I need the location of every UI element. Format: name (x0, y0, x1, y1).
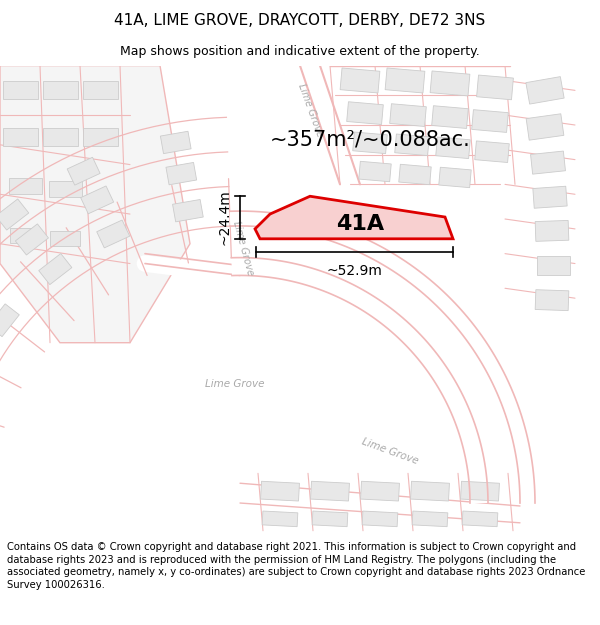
Polygon shape (472, 109, 508, 132)
Polygon shape (436, 137, 470, 159)
Polygon shape (476, 75, 514, 100)
Text: Lime Grove: Lime Grove (205, 379, 265, 389)
Polygon shape (347, 102, 383, 124)
Polygon shape (2, 81, 37, 99)
Polygon shape (0, 199, 29, 230)
Polygon shape (49, 181, 82, 198)
Text: 41A: 41A (336, 214, 384, 234)
Polygon shape (8, 179, 41, 194)
Polygon shape (80, 186, 113, 214)
Polygon shape (430, 71, 470, 96)
Polygon shape (260, 481, 299, 501)
Polygon shape (312, 511, 348, 527)
Polygon shape (431, 106, 469, 129)
Polygon shape (359, 161, 391, 182)
Polygon shape (389, 104, 427, 126)
Polygon shape (535, 221, 569, 241)
Text: Lime Grove: Lime Grove (231, 221, 255, 277)
Polygon shape (83, 81, 118, 99)
Polygon shape (362, 511, 398, 527)
Polygon shape (475, 141, 509, 162)
Polygon shape (2, 128, 37, 146)
Text: Contains OS data © Crown copyright and database right 2021. This information is : Contains OS data © Crown copyright and d… (7, 542, 586, 589)
Polygon shape (412, 511, 448, 527)
Polygon shape (0, 304, 19, 337)
Text: ~24.4m: ~24.4m (218, 189, 232, 246)
Text: 41A, LIME GROVE, DRAYCOTT, DERBY, DE72 3NS: 41A, LIME GROVE, DRAYCOTT, DERBY, DE72 3… (115, 13, 485, 28)
Polygon shape (43, 128, 77, 146)
Polygon shape (311, 481, 349, 501)
Text: Map shows position and indicative extent of the property.: Map shows position and indicative extent… (120, 44, 480, 58)
Polygon shape (526, 114, 564, 140)
Polygon shape (83, 128, 118, 146)
Polygon shape (255, 196, 453, 239)
Polygon shape (232, 258, 488, 503)
Polygon shape (410, 481, 449, 501)
Polygon shape (399, 164, 431, 185)
Polygon shape (533, 186, 567, 208)
Polygon shape (530, 151, 565, 174)
Polygon shape (43, 81, 77, 99)
Polygon shape (67, 158, 100, 185)
Polygon shape (0, 66, 190, 343)
Polygon shape (16, 224, 49, 255)
Polygon shape (536, 256, 569, 276)
Polygon shape (385, 68, 425, 93)
Polygon shape (462, 511, 498, 527)
Polygon shape (439, 168, 471, 187)
Polygon shape (353, 132, 387, 154)
Polygon shape (461, 481, 499, 501)
Text: ~52.9m: ~52.9m (326, 264, 382, 278)
Polygon shape (535, 290, 569, 311)
Polygon shape (262, 511, 298, 527)
Polygon shape (39, 254, 72, 284)
Text: ~357m²/~0.088ac.: ~357m²/~0.088ac. (269, 130, 470, 150)
Polygon shape (361, 481, 400, 501)
Text: Lime Grove: Lime Grove (296, 82, 324, 138)
Polygon shape (10, 228, 40, 243)
Polygon shape (50, 231, 80, 246)
Polygon shape (160, 131, 191, 154)
Polygon shape (166, 162, 197, 185)
Polygon shape (97, 220, 130, 248)
Polygon shape (340, 68, 380, 93)
Polygon shape (395, 134, 429, 156)
Polygon shape (173, 199, 203, 222)
Polygon shape (526, 77, 564, 104)
Polygon shape (230, 211, 535, 503)
Text: Lime Grove: Lime Grove (361, 437, 419, 466)
